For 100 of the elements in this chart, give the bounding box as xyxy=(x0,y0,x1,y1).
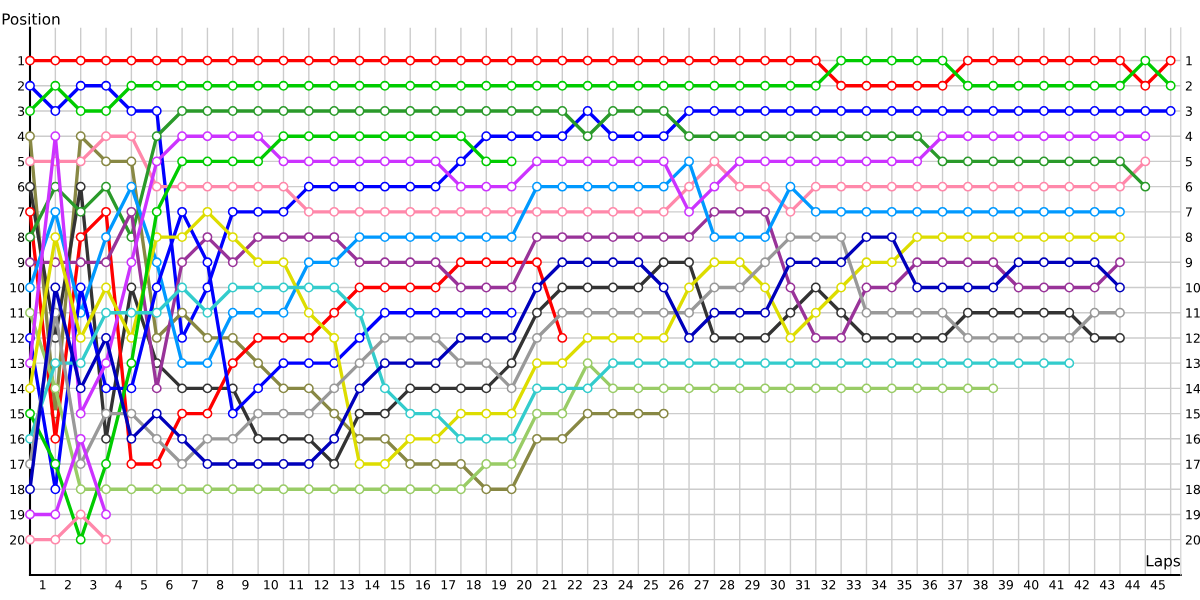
point xyxy=(709,106,720,116)
point xyxy=(126,156,137,167)
point xyxy=(658,358,669,369)
point xyxy=(101,80,111,91)
point xyxy=(1064,55,1075,66)
y-tick-label: 14 xyxy=(10,384,25,394)
point xyxy=(354,433,365,444)
point xyxy=(608,80,618,91)
x-tick-label: 15 xyxy=(390,580,405,590)
y2-tick-label: 7 xyxy=(1185,207,1192,217)
point xyxy=(810,131,821,142)
point xyxy=(329,156,340,167)
point xyxy=(532,131,542,142)
point xyxy=(912,181,923,192)
point xyxy=(253,459,264,469)
point xyxy=(658,257,669,268)
point xyxy=(633,181,644,192)
point xyxy=(1115,307,1125,318)
point xyxy=(810,80,821,91)
x-axis-title: Laps xyxy=(1146,555,1181,570)
point xyxy=(202,156,213,167)
point xyxy=(75,484,86,495)
point xyxy=(608,181,618,192)
point xyxy=(1115,206,1125,217)
point xyxy=(962,181,973,192)
point xyxy=(506,206,517,217)
point xyxy=(126,484,137,495)
point xyxy=(734,307,745,318)
point xyxy=(1064,206,1075,217)
x-tick-label: 24 xyxy=(618,580,633,590)
point xyxy=(861,307,872,318)
point xyxy=(734,55,745,66)
x-tick-label: 35 xyxy=(897,580,912,590)
point xyxy=(886,282,897,293)
point xyxy=(861,383,872,394)
point xyxy=(253,433,264,444)
point xyxy=(227,106,238,116)
x-tick-label: 28 xyxy=(720,580,735,590)
y-tick-label: 6 xyxy=(18,182,25,192)
point xyxy=(303,433,314,444)
point xyxy=(303,106,314,116)
y-tick-label: 11 xyxy=(10,308,24,318)
point xyxy=(278,408,289,419)
point xyxy=(810,333,821,343)
point xyxy=(734,282,745,293)
point xyxy=(760,55,771,66)
point xyxy=(1064,307,1075,318)
x-tick-label: 8 xyxy=(216,580,224,590)
point xyxy=(75,408,86,419)
point xyxy=(557,181,568,192)
point xyxy=(202,55,213,66)
point xyxy=(481,484,492,495)
point xyxy=(151,206,162,217)
point xyxy=(177,484,188,495)
point xyxy=(253,358,264,369)
point xyxy=(253,257,264,268)
point xyxy=(785,55,796,66)
x-tick-label: 6 xyxy=(166,580,173,590)
point xyxy=(785,156,796,167)
y2-tick-label: 8 xyxy=(1185,232,1193,242)
point xyxy=(75,156,86,167)
point xyxy=(557,358,568,369)
y-tick-label: 3 xyxy=(18,106,25,116)
point xyxy=(582,383,593,394)
point xyxy=(506,181,517,192)
point xyxy=(253,383,264,394)
point xyxy=(278,433,289,444)
point xyxy=(785,232,796,243)
point xyxy=(912,55,923,66)
point xyxy=(709,333,720,343)
point xyxy=(658,408,669,419)
point xyxy=(50,433,61,444)
point xyxy=(101,55,111,66)
point xyxy=(303,257,314,268)
point xyxy=(278,307,289,318)
point xyxy=(506,55,517,66)
point xyxy=(582,156,593,167)
point xyxy=(1038,358,1049,369)
point xyxy=(202,232,213,243)
point xyxy=(937,206,948,217)
point xyxy=(709,55,720,66)
point xyxy=(608,55,618,66)
point xyxy=(354,206,365,217)
point xyxy=(25,383,35,394)
point xyxy=(379,333,390,343)
point xyxy=(227,257,238,268)
point xyxy=(278,232,289,243)
point xyxy=(227,206,238,217)
point xyxy=(25,307,35,318)
point xyxy=(75,358,86,369)
point xyxy=(988,257,999,268)
point xyxy=(861,55,872,66)
x-tick-label: 18 xyxy=(467,580,481,590)
point xyxy=(1038,232,1049,243)
point xyxy=(227,408,238,419)
point xyxy=(50,55,61,66)
point xyxy=(861,106,872,116)
point xyxy=(455,106,466,116)
point xyxy=(253,307,264,318)
point xyxy=(785,131,796,142)
